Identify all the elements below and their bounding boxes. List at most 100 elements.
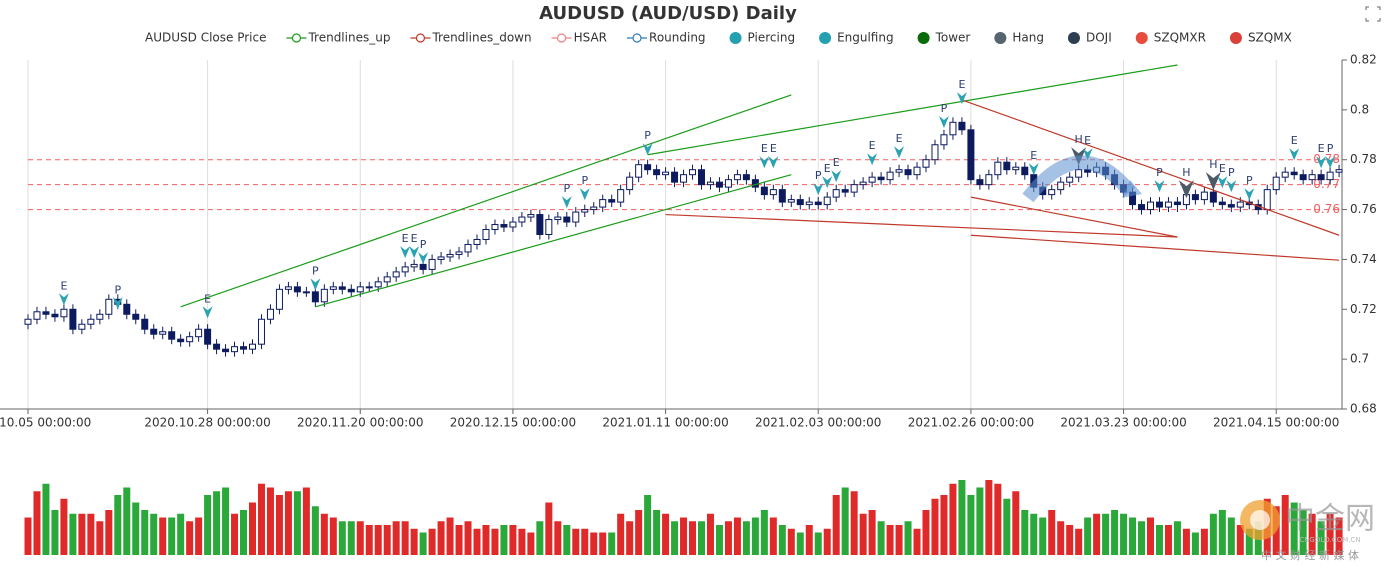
volume-bar [1012, 491, 1020, 555]
volume-bar [1308, 513, 1316, 555]
volume-bar [266, 487, 274, 555]
pattern-label: H [1182, 166, 1190, 179]
candle-body [671, 171, 679, 183]
volume-bar [635, 510, 643, 555]
candle-body [1012, 166, 1020, 171]
volume-bar [60, 498, 68, 555]
legend-label[interactable]: Engulfing [837, 31, 894, 45]
pattern-label: H [1075, 133, 1083, 146]
legend-label[interactable]: Trendlines_up [307, 31, 390, 45]
volume-bar [231, 513, 239, 555]
legend-label[interactable]: Trendlines_down [431, 31, 531, 45]
volume-bar [1191, 532, 1199, 555]
rounding-pattern [1022, 155, 1136, 203]
volume-bar [680, 517, 688, 555]
candle-body [42, 311, 50, 315]
watermark-site: CNGOLD.COM.CN [1299, 536, 1360, 544]
trendline [180, 94, 792, 308]
candle-body [150, 328, 158, 335]
pattern-label: P [420, 238, 427, 251]
candle-body [814, 201, 822, 206]
candle-body [1290, 171, 1298, 176]
candle-body [1057, 181, 1065, 191]
candle-body [1066, 176, 1074, 183]
candle-body [509, 221, 517, 228]
pattern-label: P [941, 102, 948, 115]
pattern-marker [867, 153, 878, 166]
pattern-marker [400, 246, 411, 259]
candle-body [590, 206, 598, 211]
legend-label[interactable]: DOJI [1086, 31, 1112, 45]
volume-bar [1075, 528, 1083, 555]
candle-body [123, 303, 131, 315]
legend-label[interactable]: Hang [1012, 31, 1044, 45]
candle-body [742, 174, 750, 181]
candle-body [132, 313, 140, 320]
volume-bar [1173, 521, 1181, 555]
legend-icon [1229, 32, 1242, 44]
pattern-marker [831, 170, 842, 183]
pattern-marker [1217, 176, 1228, 189]
candle-body [572, 211, 580, 223]
candle-body [850, 184, 858, 193]
volume-bar [347, 521, 355, 555]
candle-body [500, 224, 508, 228]
candle-body [689, 169, 697, 176]
volume-bar [617, 513, 625, 555]
candle-body [653, 169, 661, 176]
candle-body [1227, 204, 1235, 208]
legend-label[interactable]: Tower [935, 31, 971, 45]
legend-label[interactable]: SZQMX [1248, 31, 1292, 45]
volume-bar [374, 525, 382, 555]
candle-body [51, 313, 59, 318]
candle-body [868, 176, 876, 183]
candle-body [329, 286, 337, 290]
volume-bar [1299, 510, 1307, 555]
toolbox-icon[interactable] [1365, 6, 1381, 22]
candle-body [994, 161, 1002, 176]
volume-bar [240, 510, 248, 555]
volume-bar [24, 517, 32, 555]
volume-bar [751, 517, 759, 555]
legend-label[interactable]: HSAR [574, 31, 607, 45]
legend-icon-dot [632, 33, 642, 43]
candle-body [482, 229, 490, 240]
volume-bar [886, 525, 894, 555]
volume-bar [1335, 517, 1343, 555]
candle-body [284, 286, 292, 290]
trendline [647, 64, 1178, 156]
pattern-label: E [869, 139, 876, 152]
x-tick-label: 2021.04.15 00:00:00 [1213, 416, 1339, 430]
candle-body [841, 189, 849, 193]
hsar-label: 0.76 [1313, 202, 1340, 216]
volume-bar [437, 521, 445, 555]
pattern-label: E [824, 162, 831, 175]
pattern-marker [1178, 180, 1194, 199]
candle-body [733, 174, 741, 181]
legend-icon-dot [556, 33, 567, 43]
volume-bar [213, 491, 221, 555]
volume-bar [958, 480, 966, 555]
pattern-label: E [1030, 149, 1037, 162]
volume-bar [1093, 513, 1101, 555]
volume-bar [733, 517, 741, 555]
candle-body [356, 286, 364, 293]
pattern-label: P [114, 283, 121, 296]
volume-bar [132, 502, 140, 555]
legend-label[interactable]: AUDUSD Close Price [145, 31, 266, 45]
restore-icon[interactable] [1365, 6, 1381, 22]
legend-label[interactable]: Piercing [748, 31, 796, 45]
pattern-label: P [1228, 166, 1235, 179]
pattern-marker [1082, 148, 1093, 161]
legend-label[interactable]: Rounding [649, 31, 706, 45]
pattern-marker [759, 156, 770, 169]
volume-bar [1182, 528, 1190, 555]
pattern-label: P [312, 264, 319, 277]
candle-body [464, 243, 472, 253]
candle-body [374, 281, 382, 288]
candle-body [913, 166, 921, 176]
volume-bar [392, 521, 400, 555]
volume-bar [760, 510, 768, 555]
candle-body [302, 291, 310, 294]
legend-label[interactable]: SZQMXR [1154, 31, 1206, 45]
